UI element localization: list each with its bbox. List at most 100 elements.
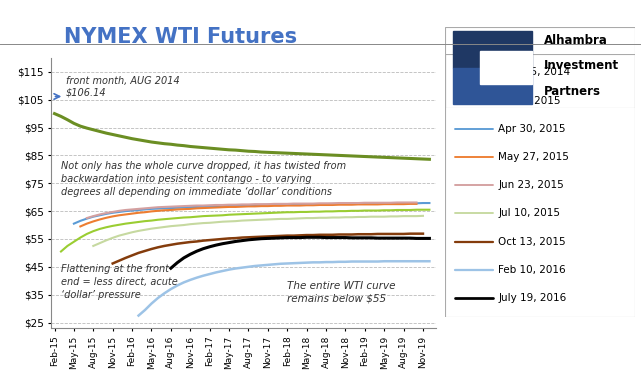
July 19, 2016 (290, 235, 297, 240)
Line: June 25, 2014: June 25, 2014 (54, 113, 429, 159)
Oct 13, 2015 (109, 261, 117, 266)
July 19, 2016 (193, 249, 201, 254)
May 27, 2015 (406, 201, 414, 206)
July 19, 2016 (206, 244, 213, 249)
Feb 10, 2016 (380, 259, 388, 264)
Feb 10, 2016 (238, 265, 246, 270)
Jul 10, 2015 (115, 233, 123, 238)
June 25, 2014 (51, 111, 58, 116)
July 19, 2016 (251, 237, 259, 242)
Oct 13, 2015 (187, 240, 194, 244)
July 19, 2016 (174, 260, 181, 265)
Oct 13, 2015 (354, 232, 362, 237)
June 25, 2014 (63, 117, 71, 122)
Mar 4, 2015 (303, 210, 310, 214)
Text: May 27, 2015: May 27, 2015 (499, 152, 569, 162)
Feb 10, 2016 (199, 273, 207, 278)
May 27, 2015 (167, 208, 175, 212)
Text: June 25, 2014: June 25, 2014 (499, 68, 570, 78)
Feb 10, 2016 (206, 272, 213, 276)
Jun 23, 2015 (413, 200, 420, 205)
May 27, 2015 (413, 201, 420, 206)
Feb 10, 2016 (264, 262, 272, 267)
Text: Partners: Partners (544, 85, 601, 98)
Feb 10, 2016 (193, 275, 201, 280)
June 25, 2014 (147, 140, 155, 144)
July 19, 2016 (309, 235, 317, 240)
Oct 13, 2015 (167, 242, 175, 247)
Oct 13, 2015 (329, 232, 337, 237)
June 25, 2014 (109, 132, 117, 137)
Feb 10, 2016 (277, 261, 285, 266)
Polygon shape (453, 31, 533, 68)
July 19, 2016 (367, 235, 375, 240)
Feb 10, 2016 (271, 262, 278, 267)
Feb 10, 2016 (342, 259, 349, 264)
July 19, 2016 (283, 235, 291, 240)
Jun 23, 2015 (387, 200, 394, 205)
May 27, 2015 (335, 202, 343, 207)
Feb 10, 2016 (296, 261, 304, 265)
July 19, 2016 (329, 235, 337, 240)
July 19, 2016 (348, 235, 356, 240)
Feb 10, 2016 (174, 283, 181, 288)
Feb 10, 2016 (212, 270, 220, 275)
Feb 10, 2016 (245, 264, 253, 269)
Feb 10, 2016 (160, 291, 168, 296)
July 19, 2016 (419, 236, 427, 241)
July 19, 2016 (303, 235, 310, 240)
Feb 10, 2016 (231, 266, 239, 271)
Jun 23, 2015 (83, 216, 90, 220)
Mar 4, 2015 (141, 219, 149, 223)
Mar 4, 2015 (406, 208, 414, 212)
July 19, 2016 (219, 241, 226, 246)
Text: Investment: Investment (544, 59, 619, 73)
Feb 10, 2016 (374, 259, 381, 264)
Feb 10, 2016 (135, 313, 142, 318)
Feb 10, 2016 (290, 261, 297, 266)
July 19, 2016 (212, 243, 220, 247)
July 19, 2016 (315, 235, 323, 240)
Oct 13, 2015 (147, 247, 155, 251)
Feb 10, 2016 (387, 259, 394, 264)
Oct 13, 2015 (380, 232, 388, 236)
Jul 10, 2015 (206, 220, 213, 225)
Jul 10, 2015 (290, 216, 297, 221)
Feb 10, 2016 (180, 280, 188, 285)
May 27, 2015 (271, 203, 278, 208)
July 19, 2016 (413, 236, 420, 241)
Oct 13, 2015 (206, 238, 213, 242)
Feb 10, 2016 (361, 259, 369, 264)
Oct 13, 2015 (413, 231, 420, 236)
Mar 4, 2015 (57, 249, 65, 254)
July 19, 2016 (406, 236, 414, 240)
Line: Apr 30, 2015: Apr 30, 2015 (74, 203, 429, 223)
Jul 10, 2015 (419, 213, 427, 218)
Oct 13, 2015 (400, 232, 408, 236)
Text: NYMEX WTI Futures: NYMEX WTI Futures (64, 27, 297, 47)
May 27, 2015 (277, 203, 285, 208)
Mar 4, 2015 (367, 208, 375, 213)
Jun 23, 2015 (109, 210, 117, 214)
Apr 30, 2015 (70, 221, 78, 226)
Oct 13, 2015 (199, 238, 207, 243)
Line: Oct 13, 2015: Oct 13, 2015 (113, 234, 423, 264)
Feb 10, 2016 (187, 278, 194, 282)
July 19, 2016 (296, 235, 304, 240)
Feb 10, 2016 (225, 267, 233, 272)
Oct 13, 2015 (193, 239, 201, 244)
Jul 10, 2015 (393, 214, 401, 219)
Jun 23, 2015 (283, 201, 291, 206)
Feb 10, 2016 (322, 260, 330, 264)
Feb 10, 2016 (335, 259, 343, 264)
Feb 10, 2016 (258, 263, 265, 268)
Text: Alhambra: Alhambra (544, 34, 608, 46)
Oct 13, 2015 (180, 240, 188, 245)
May 27, 2015 (76, 224, 84, 229)
Oct 13, 2015 (406, 231, 414, 236)
Oct 13, 2015 (290, 233, 297, 238)
July 19, 2016 (264, 236, 272, 241)
Text: Jun 23, 2015: Jun 23, 2015 (499, 180, 564, 190)
July 19, 2016 (335, 235, 343, 240)
Text: Jul 10, 2015: Jul 10, 2015 (499, 208, 560, 218)
